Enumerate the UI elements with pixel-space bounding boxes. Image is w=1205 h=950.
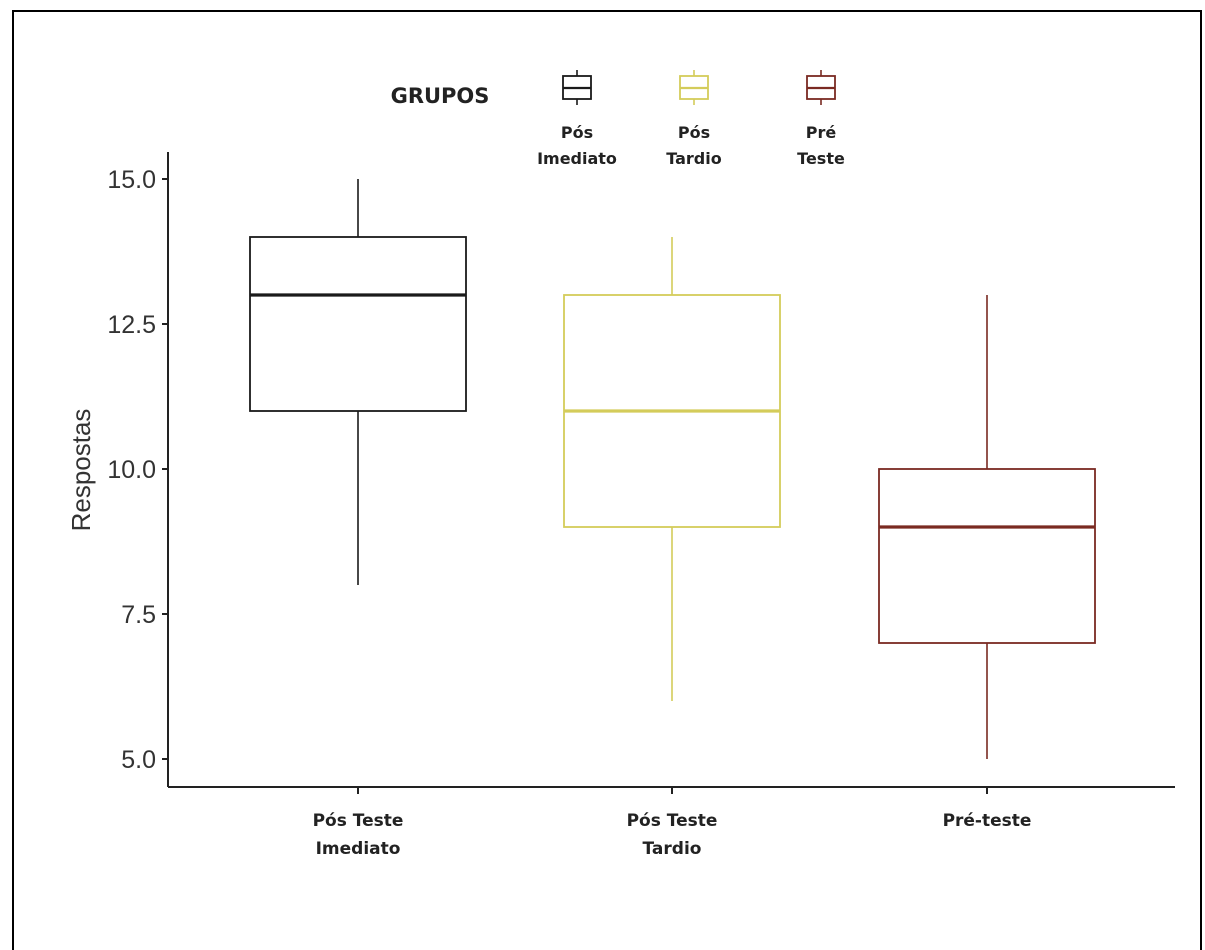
x-tick-label: Pré-teste bbox=[943, 811, 1032, 831]
legend-label: Imediato bbox=[537, 149, 617, 168]
box-group bbox=[249, 179, 467, 585]
box-group bbox=[878, 295, 1096, 759]
y-tick-label: 12.5 bbox=[107, 311, 156, 339]
y-tick-label: 7.5 bbox=[121, 601, 156, 629]
x-tick-label: Tardio bbox=[643, 839, 702, 859]
legend-label: Teste bbox=[797, 149, 845, 168]
legend-label: Tardio bbox=[666, 149, 721, 168]
legend-entry: Pré Teste bbox=[797, 70, 845, 168]
box-group bbox=[563, 237, 781, 701]
legend: GRUPOS Pós Imediato Pós Tardio Pré Teste bbox=[391, 70, 845, 168]
x-tick-label: Imediato bbox=[316, 839, 401, 859]
legend-title: GRUPOS bbox=[391, 84, 490, 108]
box bbox=[249, 236, 467, 412]
y-tick-label: 5.0 bbox=[121, 746, 156, 774]
legend-entry: Pós Imediato bbox=[537, 70, 617, 168]
legend-label: Pós bbox=[678, 123, 710, 142]
legend-entry: Pós Tardio bbox=[666, 70, 722, 168]
x-tick-label: Pós Teste bbox=[313, 811, 404, 831]
y-tick-label: 10.0 bbox=[107, 456, 156, 484]
axes: 5.0 7.5 10.0 12.5 15.0 Respostas Pós Teste Imed… bbox=[66, 152, 1175, 859]
box bbox=[878, 468, 1096, 644]
x-tick-label: Pós Teste bbox=[627, 811, 718, 831]
legend-label: Pós bbox=[561, 123, 593, 142]
y-axis-title: Respostas bbox=[66, 409, 96, 532]
boxes bbox=[249, 179, 1096, 759]
y-tick-label: 15.0 bbox=[107, 166, 156, 194]
legend-label: Pré bbox=[806, 123, 837, 142]
